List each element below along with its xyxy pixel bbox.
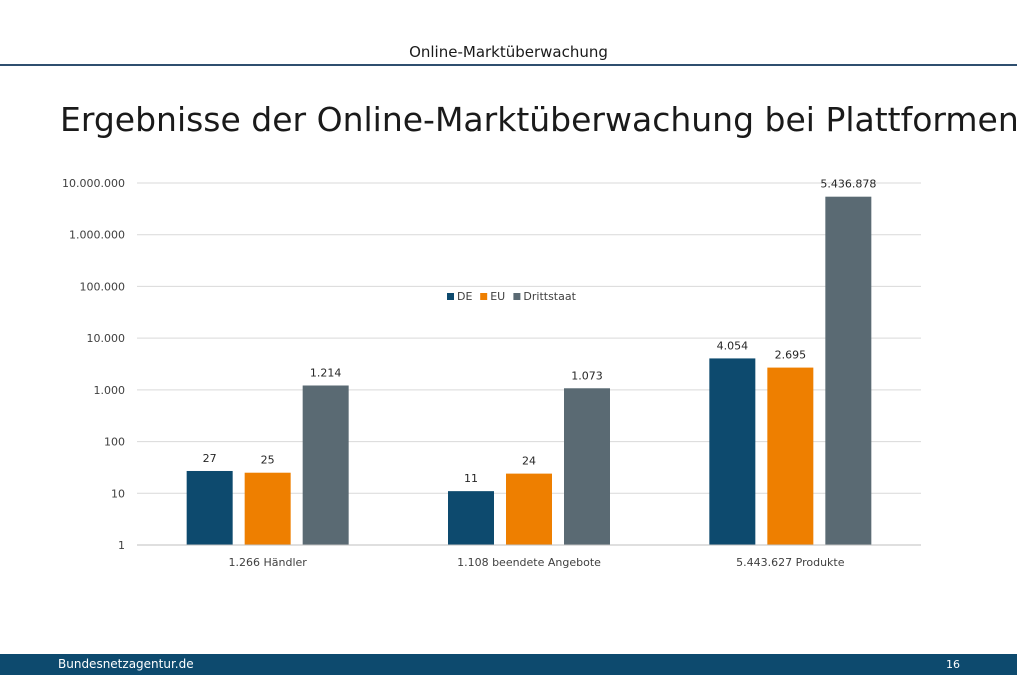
bar-de [186,470,233,545]
bar-drittstaat [825,196,872,545]
legend-label-eu: EU [490,290,505,303]
bar-de [709,358,756,545]
footer-site-link[interactable]: Bundesnetzagentur.de [58,657,194,671]
header-title: Online-Marktüberwachung [409,43,608,61]
data-label: 4.054 [717,339,749,352]
y-tick-label: 100 [104,436,125,449]
legend-swatch-drittstaat [513,293,521,300]
x-tick-label: 1.266 Händler [229,556,308,569]
page-number: 16 [946,658,960,671]
data-label: 25 [261,454,275,467]
y-tick-label: 10 [111,487,125,500]
y-tick-label: 10.000 [87,332,126,345]
x-tick-label: 1.108 beendete Angebote [457,556,601,569]
bar-eu [767,367,814,545]
legend-swatch-eu [480,293,488,300]
legend-label-de: DE [457,290,472,303]
y-tick-label: 10.000.000 [62,177,125,190]
bar-eu [244,472,291,545]
y-tick-label: 1 [118,539,125,552]
data-label: 2.695 [775,349,807,362]
bar-de [448,491,494,545]
data-label: 24 [522,455,536,468]
y-tick-label: 100.000 [80,280,126,293]
x-tick-label: 5.443.627 Produkte [736,556,845,569]
data-label: 1.073 [571,369,603,382]
footer-bar: Bundesnetzagentur.de 16 [0,654,1017,675]
bar-chart: 1 10 100 1.000 10.000 100.000 1.000.000 10.000.… [62,177,921,569]
y-tick-label: 1.000.000 [69,229,125,242]
header-divider [0,64,1017,66]
bar-drittstaat [302,385,349,545]
legend-swatch-de [447,293,454,300]
data-label: 27 [203,452,217,465]
y-tick-label: 1.000 [94,384,126,397]
bar-eu [506,473,552,545]
data-label: 11 [464,472,478,485]
legend-label-drittstaat: Drittstaat [523,290,576,303]
data-label: 5.436.878 [820,178,876,191]
bar-drittstaat [564,388,610,545]
data-label: 1.214 [310,367,342,380]
page-title: Ergebnisse der Online-Marktüberwachung b… [60,100,1017,139]
